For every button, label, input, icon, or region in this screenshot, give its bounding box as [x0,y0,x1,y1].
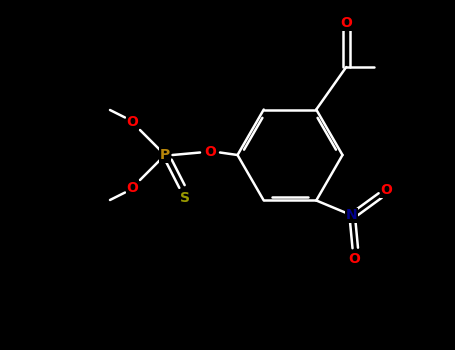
Text: S: S [180,191,190,205]
Text: O: O [204,146,216,160]
Text: O: O [340,16,352,30]
Text: O: O [380,183,392,197]
Text: P: P [160,148,170,162]
Text: O: O [126,181,138,195]
Text: O: O [348,252,360,266]
Text: N: N [345,209,357,223]
Text: O: O [126,116,138,130]
